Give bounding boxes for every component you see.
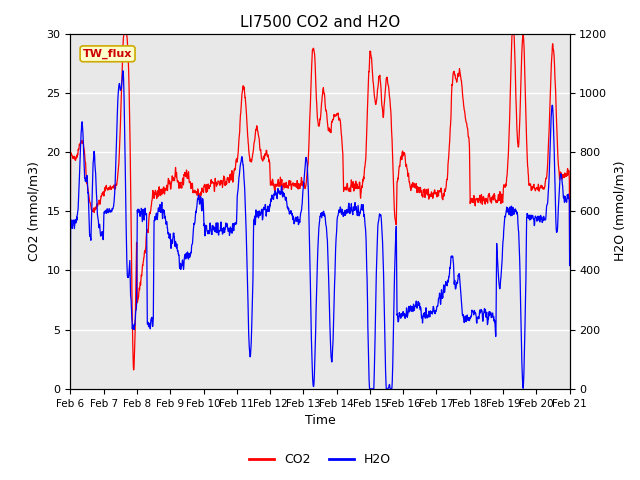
- Title: LI7500 CO2 and H2O: LI7500 CO2 and H2O: [240, 15, 400, 30]
- Legend: CO2, H2O: CO2, H2O: [244, 448, 396, 471]
- X-axis label: Time: Time: [305, 414, 335, 427]
- Y-axis label: H2O (mmol/m3): H2O (mmol/m3): [613, 161, 626, 262]
- Y-axis label: CO2 (mmol/m3): CO2 (mmol/m3): [28, 161, 41, 261]
- Text: TW_flux: TW_flux: [83, 48, 132, 59]
